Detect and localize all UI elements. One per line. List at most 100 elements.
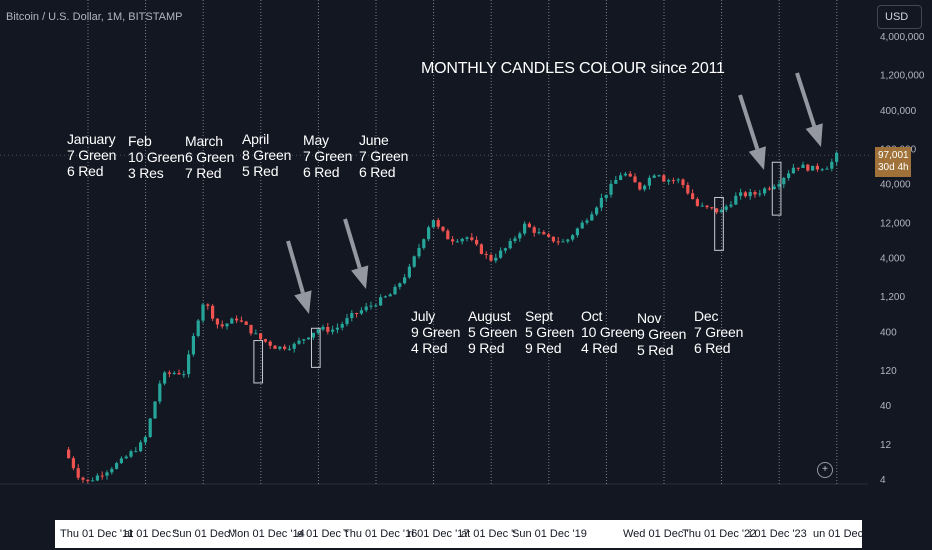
date-label: i 01 Dec '23 xyxy=(749,528,807,540)
candle-body xyxy=(475,239,479,245)
candle-body xyxy=(561,241,565,243)
candle-body xyxy=(542,232,546,235)
y-tick-label: 400,000 xyxy=(880,106,917,117)
candle-body xyxy=(580,222,584,229)
candle-body xyxy=(124,456,128,459)
candle-body xyxy=(705,205,709,208)
candle-body xyxy=(345,318,349,325)
candle-body xyxy=(513,238,517,242)
annotation-month: Sept xyxy=(525,308,553,324)
annotation-may: May 7 Green 6 Red xyxy=(303,132,352,180)
highlight-box xyxy=(253,340,264,384)
candle-body xyxy=(820,169,824,171)
candle-body xyxy=(134,451,138,453)
y-tick-label: 4,000 xyxy=(880,254,905,265)
annotation-green: 6 Green xyxy=(185,149,235,165)
candle-body xyxy=(710,207,714,209)
annotation-month: April xyxy=(242,131,270,147)
annotation-month: Dec xyxy=(694,308,719,324)
candle-body xyxy=(547,234,551,237)
candle-body xyxy=(518,233,522,239)
candle-body xyxy=(446,230,450,240)
annotation-red: 6 Red xyxy=(694,340,731,356)
y-tick-label: 1,200,000 xyxy=(880,71,925,82)
annotation-arrowhead xyxy=(748,146,766,170)
candle-body xyxy=(105,472,109,476)
candle-body xyxy=(753,192,757,195)
candle-body xyxy=(119,458,124,464)
annotation-green: 9 Green xyxy=(637,326,687,342)
candle-body xyxy=(331,329,335,332)
candle-body xyxy=(422,239,426,248)
candle-body xyxy=(465,237,469,239)
annotation-arrowhead xyxy=(351,265,369,289)
candle-body xyxy=(815,165,820,170)
candle-body xyxy=(431,220,436,228)
candle-body xyxy=(441,226,445,231)
last-price-tag: 97,001 30d 4h xyxy=(875,147,911,177)
candle-body xyxy=(163,372,167,384)
candle-body xyxy=(787,173,791,178)
annotation-april: April 8 Green 5 Red xyxy=(242,131,291,179)
annotation-red: 4 Red xyxy=(411,340,448,356)
annotation-red: 6 Red xyxy=(303,164,340,180)
annotation-month: June xyxy=(359,132,389,148)
date-label: ri 01 Dec '17 xyxy=(408,528,470,540)
candle-body xyxy=(647,177,652,186)
currency-button[interactable]: USD xyxy=(877,5,922,29)
candle-body xyxy=(148,418,152,437)
y-tick-label: 400 xyxy=(880,327,897,338)
annotation-green: 7 Green xyxy=(359,148,409,164)
annotation-green: 7 Green xyxy=(303,148,353,164)
candle-body xyxy=(527,223,532,228)
candle-body xyxy=(772,186,776,190)
candle-body xyxy=(278,346,282,349)
candle-body xyxy=(292,343,296,349)
candle-body xyxy=(489,254,493,261)
candle-body xyxy=(427,227,431,240)
candle-body xyxy=(287,348,292,350)
candle-body xyxy=(412,256,416,267)
candle-body xyxy=(614,179,618,184)
annotation-month: Feb xyxy=(128,133,152,149)
annotation-march: March 6 Green 7 Red xyxy=(185,133,234,181)
date-label: Thu 01 Dec '16 xyxy=(343,528,418,540)
candle-body xyxy=(451,239,455,242)
candle-body xyxy=(686,185,690,194)
date-label: un 01 Dec '24 xyxy=(813,528,881,540)
annotation-green: 9 Green xyxy=(411,324,461,340)
candle-body xyxy=(628,173,632,177)
candle-body xyxy=(748,192,752,197)
annotation-month: July xyxy=(411,308,436,324)
candle-body xyxy=(791,167,796,174)
candle-body xyxy=(153,401,157,419)
reset-zoom-icon[interactable]: + xyxy=(817,462,833,478)
annotation-green: 7 Green xyxy=(694,324,744,340)
candle-body xyxy=(143,436,148,443)
candle-body xyxy=(326,327,330,332)
candle-body xyxy=(316,329,320,333)
candle-body xyxy=(177,373,181,375)
candle-body xyxy=(100,475,104,477)
candle-body xyxy=(115,463,119,469)
candle-body xyxy=(455,241,460,243)
candle-body xyxy=(695,199,700,206)
candle-body xyxy=(393,286,397,295)
y-tick-label: 120 xyxy=(880,366,897,377)
time-axis[interactable] xyxy=(55,520,862,548)
candle-body xyxy=(662,175,666,182)
candle-body xyxy=(619,175,623,180)
candle-body xyxy=(225,323,229,327)
candle-body xyxy=(777,184,781,187)
date-label: at 01 Dec ': xyxy=(124,528,180,540)
candle-body xyxy=(340,324,344,328)
candle-body xyxy=(609,183,613,195)
annotation-january: January 7 Green 6 Red xyxy=(67,131,116,179)
annotation-month: January xyxy=(67,131,116,147)
date-label: Thu 01 Dec '22 xyxy=(682,528,757,540)
annotation-arrow xyxy=(738,94,760,150)
candle-body xyxy=(355,313,359,315)
date-label: at 01 Dec ': xyxy=(461,528,517,540)
annotation-dec: Dec 7 Green 6 Red xyxy=(694,308,743,356)
